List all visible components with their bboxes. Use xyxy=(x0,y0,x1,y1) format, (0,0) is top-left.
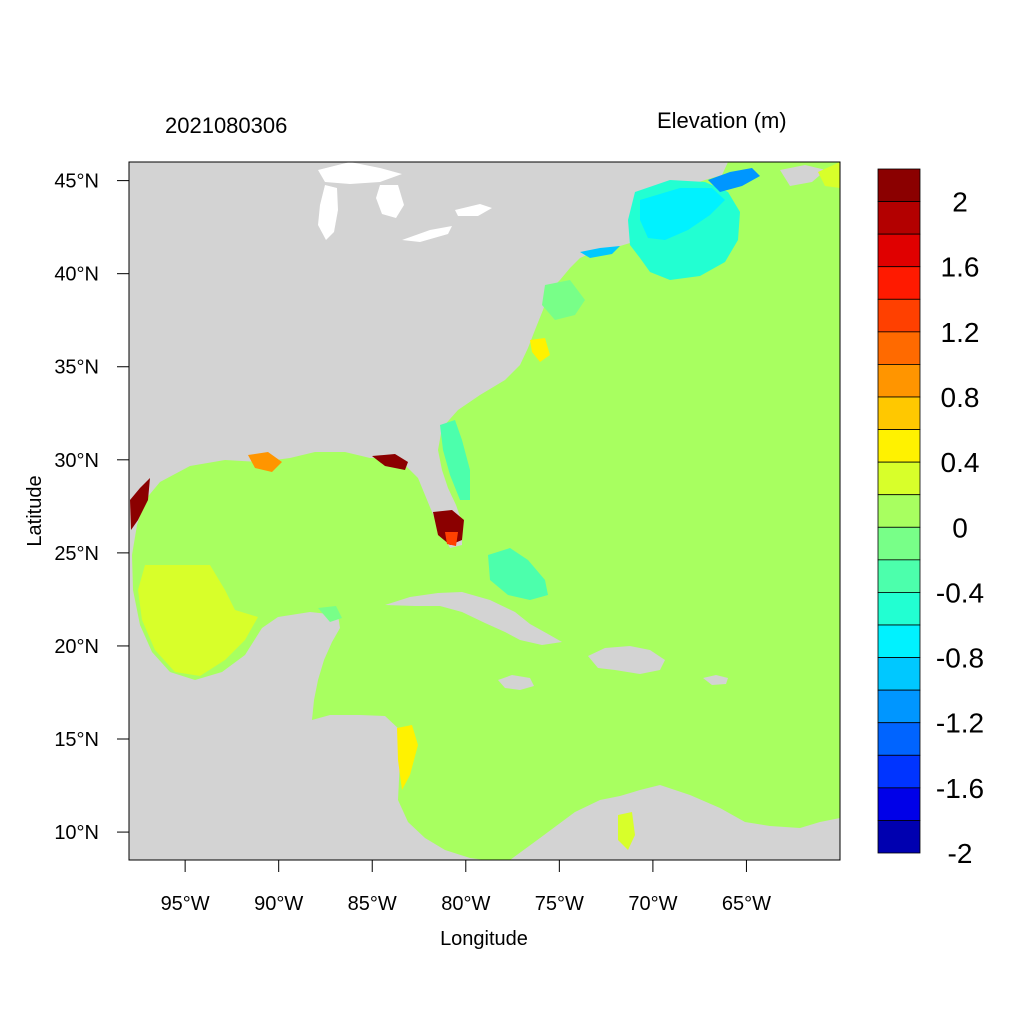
map-area xyxy=(129,162,840,860)
x-tick-label: 85°W xyxy=(348,893,397,915)
colorbar-label: 1.6 xyxy=(941,252,980,283)
colorbar-label: 0.8 xyxy=(941,382,980,413)
colorbar-swatch xyxy=(877,168,921,202)
x-tick-label: 65°W xyxy=(722,893,771,915)
y-axis-label: Latitude xyxy=(24,475,46,546)
lake-ontario xyxy=(455,204,492,216)
patch-texas-coast xyxy=(130,478,150,530)
patch-gulf-stream xyxy=(440,420,470,500)
x-axis-label: Longitude xyxy=(440,928,528,950)
colorbar-swatch xyxy=(877,722,921,756)
patch-northeast-edge xyxy=(818,162,840,188)
colorbar-swatch xyxy=(877,364,921,398)
patch-big-bend xyxy=(372,454,408,470)
colorbar-swatch xyxy=(877,298,921,333)
colorbar-label: 1.2 xyxy=(941,317,980,348)
x-tick-label: 80°W xyxy=(441,893,490,915)
patch-nj-coast xyxy=(580,246,620,258)
colorbar-label: -0.4 xyxy=(936,577,984,608)
elevation-patches xyxy=(130,162,840,850)
x-axis: 95°W 90°W 85°W 80°W 75°W 70°W 65°W xyxy=(161,860,771,915)
plot-frame xyxy=(128,161,841,861)
patch-gulf-mexico-bay xyxy=(138,565,258,676)
patch-carolina-coast xyxy=(530,338,550,362)
colorbar-label: -1.2 xyxy=(936,708,984,739)
patch-louisiana-coast xyxy=(248,452,282,472)
land-north-america xyxy=(129,162,728,860)
x-tick-label: 75°W xyxy=(535,893,584,915)
variable-title: Elevation (m) xyxy=(657,108,787,133)
land-south-america xyxy=(510,785,840,860)
patch-mid-atlantic-shelf xyxy=(542,280,585,320)
colorbar-swatch xyxy=(877,754,921,789)
land-nova-scotia xyxy=(780,165,826,186)
colorbar-label: 2 xyxy=(952,187,968,218)
lake-huron xyxy=(376,185,404,218)
patch-bahamas xyxy=(488,548,548,600)
plot-time-title: 2021080306 xyxy=(165,113,288,138)
patch-honduras-coast xyxy=(397,725,418,790)
colorbar-swatch xyxy=(877,266,921,300)
y-tick-label: 30°N xyxy=(54,450,99,472)
land-hispaniola xyxy=(588,646,665,674)
y-axis: 45°N 40°N 35°N 30°N 25°N 20°N 15°N 10°N xyxy=(54,171,129,844)
patch-bay-of-fundy xyxy=(708,168,760,192)
colorbar-swatch xyxy=(877,624,921,658)
colorbar-label: 0.4 xyxy=(941,447,980,478)
y-tick-label: 15°N xyxy=(54,729,99,751)
colorbar-label: 0 xyxy=(952,512,968,543)
y-tick-label: 45°N xyxy=(54,171,99,193)
colorbar-swatch xyxy=(877,201,921,235)
x-tick-label: 70°W xyxy=(628,893,677,915)
patch-yucatan-edge xyxy=(318,606,342,622)
land-cuba xyxy=(385,592,562,645)
colorbar-swatch xyxy=(877,494,921,528)
colorbar-swatch xyxy=(877,429,921,463)
colorbar-swatch xyxy=(877,787,921,821)
land-masses xyxy=(129,162,840,860)
colorbar xyxy=(877,168,921,854)
colorbar-swatch xyxy=(877,689,921,724)
patch-venezuela-gulf xyxy=(618,812,635,850)
colorbar-labels: 2 1.6 1.2 0.8 0.4 0 -0.4 -0.8 -1.2 -1.6 -2 xyxy=(936,187,984,869)
y-tick-label: 20°N xyxy=(54,636,99,658)
colorbar-swatch xyxy=(877,820,921,854)
land-jamaica xyxy=(498,675,534,690)
x-tick-label: 90°W xyxy=(254,893,303,915)
colorbar-swatch xyxy=(877,526,921,561)
colorbar-swatch xyxy=(877,657,921,691)
y-tick-label: 35°N xyxy=(54,357,99,379)
patch-florida-tip xyxy=(445,532,458,546)
colorbar-label: -0.8 xyxy=(936,643,984,674)
lakes xyxy=(318,162,492,242)
lake-superior xyxy=(318,162,402,184)
y-tick-label: 10°N xyxy=(54,822,99,844)
colorbar-label: -1.6 xyxy=(936,773,984,804)
y-tick-label: 25°N xyxy=(54,543,99,565)
x-tick-label: 95°W xyxy=(161,893,210,915)
colorbar-label: -2 xyxy=(948,838,973,869)
colorbar-swatch xyxy=(877,233,921,268)
patch-long-island xyxy=(640,188,725,240)
land-puerto-rico xyxy=(703,675,728,685)
y-tick-label: 40°N xyxy=(54,264,99,286)
colorbar-swatch xyxy=(877,559,921,593)
colorbar-swatch xyxy=(877,592,921,626)
colorbar-swatch xyxy=(877,396,921,430)
colorbar-swatch xyxy=(877,331,921,365)
lake-erie xyxy=(402,226,452,242)
colorbar-swatch xyxy=(877,461,921,496)
lake-michigan xyxy=(318,185,338,240)
